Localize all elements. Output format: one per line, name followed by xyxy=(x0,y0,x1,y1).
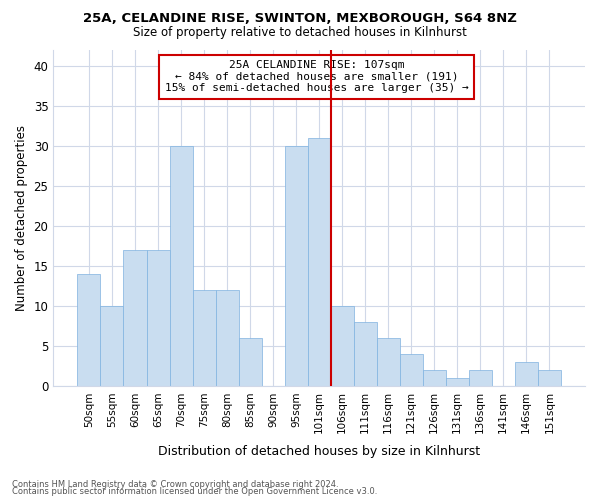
Bar xyxy=(423,370,446,386)
Bar xyxy=(77,274,100,386)
Bar xyxy=(331,306,353,386)
Bar xyxy=(170,146,193,386)
X-axis label: Distribution of detached houses by size in Kilnhurst: Distribution of detached houses by size … xyxy=(158,444,480,458)
Bar xyxy=(193,290,215,386)
Text: Contains HM Land Registry data © Crown copyright and database right 2024.: Contains HM Land Registry data © Crown c… xyxy=(12,480,338,489)
Bar xyxy=(308,138,331,386)
Text: 25A, CELANDINE RISE, SWINTON, MEXBOROUGH, S64 8NZ: 25A, CELANDINE RISE, SWINTON, MEXBOROUGH… xyxy=(83,12,517,26)
Bar xyxy=(446,378,469,386)
Bar xyxy=(215,290,239,386)
Bar xyxy=(538,370,561,386)
Text: Contains public sector information licensed under the Open Government Licence v3: Contains public sector information licen… xyxy=(12,487,377,496)
Bar xyxy=(100,306,124,386)
Bar xyxy=(377,338,400,386)
Bar xyxy=(353,322,377,386)
Bar xyxy=(284,146,308,386)
Bar xyxy=(146,250,170,386)
Bar xyxy=(239,338,262,386)
Text: Size of property relative to detached houses in Kilnhurst: Size of property relative to detached ho… xyxy=(133,26,467,39)
Bar xyxy=(400,354,423,386)
Text: 25A CELANDINE RISE: 107sqm
← 84% of detached houses are smaller (191)
15% of sem: 25A CELANDINE RISE: 107sqm ← 84% of deta… xyxy=(164,60,469,94)
Y-axis label: Number of detached properties: Number of detached properties xyxy=(15,125,28,311)
Bar xyxy=(124,250,146,386)
Bar xyxy=(515,362,538,386)
Bar xyxy=(469,370,492,386)
